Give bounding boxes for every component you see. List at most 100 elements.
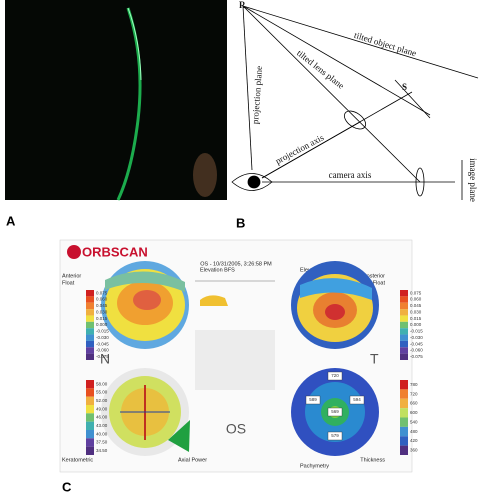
scale-label: 46.00 xyxy=(96,415,108,420)
color-step xyxy=(400,353,408,360)
scale-label: 540 xyxy=(410,419,418,424)
color-step xyxy=(400,347,408,354)
map-subtitle: Float xyxy=(373,280,386,286)
data-column xyxy=(195,280,275,390)
scale-label: 720 xyxy=(410,391,418,396)
thickness-value: 720 xyxy=(331,373,339,378)
map-subtitle: Axial Power xyxy=(178,457,207,463)
logo: ORBSCAN xyxy=(82,244,148,259)
color-step xyxy=(86,296,94,303)
photo xyxy=(5,0,227,200)
diagram-label: camera axis xyxy=(329,170,372,180)
thickness-box xyxy=(327,431,343,441)
scale-label: -0.030 xyxy=(410,335,423,340)
scale-label: 0.045 xyxy=(96,303,108,308)
color-step xyxy=(400,445,408,455)
diagram-label: tilted object plane xyxy=(353,30,418,58)
diagram-label: projection axis xyxy=(274,132,326,166)
scale-label: 52.00 xyxy=(96,398,108,403)
color-step xyxy=(86,328,94,335)
map-posterior xyxy=(291,261,379,349)
map-anterior xyxy=(101,261,189,349)
map-subtitle: Pachymetry xyxy=(300,463,329,469)
scale-label: -0.060 xyxy=(410,348,423,353)
thickness-box xyxy=(349,395,365,405)
scale-label: 37.50 xyxy=(96,440,108,445)
scale-label: 0.015 xyxy=(96,316,108,321)
scale-label: 0.030 xyxy=(410,309,422,314)
scale-label: 0.075 xyxy=(96,290,108,295)
color-step xyxy=(86,309,94,316)
color-step xyxy=(400,340,408,348)
scale-label: 0.000 xyxy=(410,322,422,327)
color-step xyxy=(400,334,408,341)
map-title: Thickness xyxy=(360,457,385,463)
slit-highlight xyxy=(127,7,142,81)
color-step xyxy=(400,290,408,297)
slit-beam xyxy=(116,7,142,201)
scale-label: 0.000 xyxy=(96,322,108,327)
color-step xyxy=(400,296,408,303)
diagram-label: tilted lens plane xyxy=(295,48,346,91)
scale-label: -0.075 xyxy=(96,354,109,359)
scale-label: 480 xyxy=(410,429,418,434)
scale-label: 0.030 xyxy=(96,309,108,314)
thickness-value: 589 xyxy=(309,397,317,402)
thickness-value: 579 xyxy=(331,433,339,438)
panel-label: A xyxy=(6,213,16,228)
scale-label: 34.50 xyxy=(96,448,108,453)
color-step xyxy=(86,290,94,297)
color-step xyxy=(86,353,94,360)
reflection xyxy=(193,153,217,197)
color-step xyxy=(86,380,94,389)
color-step xyxy=(400,398,408,409)
scale-label: 780 xyxy=(410,382,418,387)
color-step xyxy=(86,396,94,405)
thickness-box xyxy=(305,395,321,405)
color-step xyxy=(400,426,408,437)
scale-label: 600 xyxy=(410,410,418,415)
color-step xyxy=(400,389,408,399)
color-step xyxy=(86,340,94,348)
color-step xyxy=(400,321,408,329)
color-step xyxy=(86,446,94,455)
color-step xyxy=(400,408,408,418)
scale-label: 58.00 xyxy=(96,381,108,386)
map-keratometric xyxy=(101,368,190,456)
scale-label: -0.060 xyxy=(96,348,109,353)
logo-mark xyxy=(67,245,81,259)
map-header: Elevation BFS xyxy=(200,267,235,273)
scale-label: 43.00 xyxy=(96,423,108,428)
thickness-value: 594 xyxy=(353,397,361,402)
panel-label: B xyxy=(236,215,245,230)
scale-label: 40.00 xyxy=(96,431,108,436)
map-title: Anterior xyxy=(62,273,81,279)
color-step xyxy=(86,347,94,354)
thickness-box xyxy=(327,407,343,417)
color-step xyxy=(400,309,408,316)
scale-label: 0.075 xyxy=(410,290,422,295)
color-step xyxy=(86,321,94,329)
scale-label: 360 xyxy=(410,448,418,453)
orientation-label: T xyxy=(370,351,379,367)
color-step xyxy=(86,438,94,447)
point-label: S xyxy=(402,82,407,92)
color-step xyxy=(86,405,94,414)
panel-label: C xyxy=(62,479,72,494)
orientation-label: N xyxy=(100,351,110,367)
diagram-lines xyxy=(231,5,479,200)
scale-label: 0.015 xyxy=(410,316,422,321)
color-step xyxy=(86,315,94,322)
color-step xyxy=(86,302,94,310)
map-subtitle: Float xyxy=(62,280,75,286)
scale-label: -0.015 xyxy=(410,329,423,334)
scale-label: -0.030 xyxy=(96,335,109,340)
color-step xyxy=(86,421,94,430)
color-step xyxy=(400,436,408,446)
scale-label: -0.015 xyxy=(96,329,109,334)
scale-label: 0.060 xyxy=(96,297,108,302)
color-step xyxy=(86,413,94,422)
exam-title: OS - 10/31/2005, 3:26:58 PM xyxy=(200,261,272,267)
color-step xyxy=(86,388,94,397)
